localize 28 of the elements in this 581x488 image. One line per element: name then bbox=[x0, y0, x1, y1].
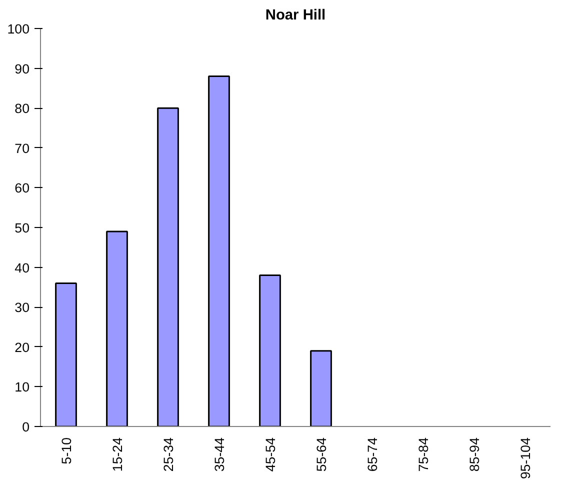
x-tick-label: 25-34 bbox=[161, 436, 176, 472]
bar bbox=[208, 76, 230, 426]
y-tick-label: 100 bbox=[7, 22, 30, 36]
bar bbox=[157, 107, 179, 426]
chart-title: Noar Hill bbox=[265, 8, 326, 24]
y-tick-label: 0 bbox=[22, 420, 30, 434]
y-tick-label: 10 bbox=[14, 380, 30, 395]
x-tick-label: 85-94 bbox=[467, 436, 482, 472]
y-tick-label: 80 bbox=[14, 101, 30, 116]
y-tick-label: 40 bbox=[14, 260, 30, 276]
y-tick-label: 90 bbox=[14, 61, 30, 76]
x-tick-label: 95-104 bbox=[518, 436, 533, 479]
bar bbox=[259, 274, 281, 426]
x-tick-label: 55-64 bbox=[314, 436, 329, 472]
bar bbox=[106, 230, 128, 426]
bar bbox=[310, 350, 332, 426]
bar bbox=[55, 282, 77, 426]
x-tick-label: 35-44 bbox=[212, 436, 227, 472]
y-tick-label: 50 bbox=[14, 220, 30, 236]
x-tick-label: 65-74 bbox=[365, 436, 380, 472]
y-tick-label: 70 bbox=[14, 140, 30, 156]
x-tick-label: 45-54 bbox=[263, 436, 278, 472]
y-tick-label: 60 bbox=[14, 180, 30, 196]
x-tick-label: 5-10 bbox=[59, 437, 74, 464]
x-tick-label: 15-24 bbox=[110, 436, 125, 472]
y-tick-label: 30 bbox=[14, 300, 30, 316]
x-tick-label: 75-84 bbox=[416, 436, 431, 472]
y-tick-label: 20 bbox=[14, 340, 30, 355]
